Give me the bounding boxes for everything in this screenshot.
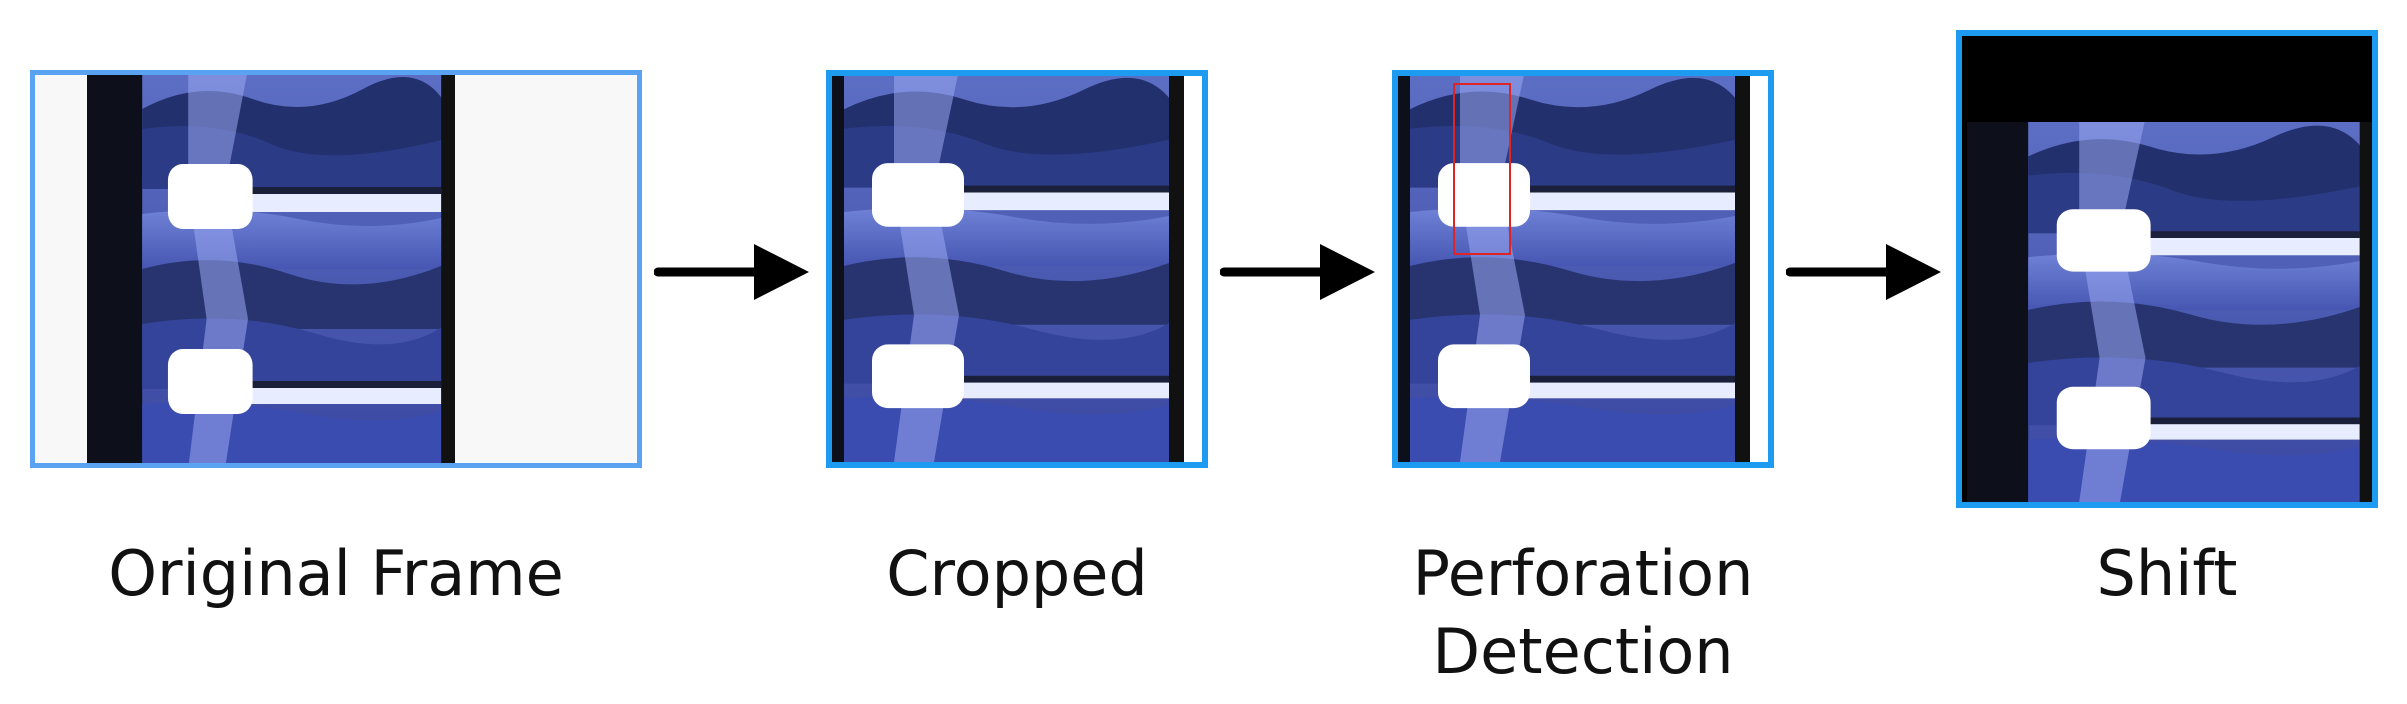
perforation-detection-box: [1453, 83, 1511, 255]
cropped-frame-image: [832, 76, 1184, 462]
perforation-detection-caption-line1: Perforation: [1412, 537, 1754, 610]
perforation-detection-caption: Perforation Detection: [1350, 535, 1816, 691]
shifted-frame-panel: [1956, 30, 2378, 508]
original-frame-image: [35, 75, 637, 463]
right-arrow-icon: [1786, 244, 1941, 300]
cropped-frame-panel: [826, 70, 1208, 468]
shift-caption: Shift: [2096, 537, 2238, 610]
perforation-detection-image: [1398, 76, 1750, 462]
right-arrow-icon: [654, 244, 809, 300]
shifted-frame-image: [1962, 36, 2372, 502]
right-arrow-icon: [1220, 244, 1375, 300]
cropped-caption: Cropped: [886, 537, 1148, 610]
perforation-detection-panel: [1392, 70, 1774, 468]
perforation-detection-caption-line2: Detection: [1432, 615, 1734, 688]
original-frame-caption: Original Frame: [108, 537, 564, 610]
original-frame-panel: [30, 70, 642, 468]
